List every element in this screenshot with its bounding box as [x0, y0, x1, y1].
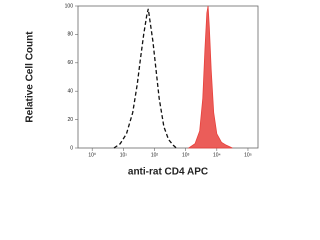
filled-histogram: [187, 5, 233, 149]
x-tick-label: 10²: [151, 152, 159, 158]
plot-frame: [77, 5, 259, 149]
y-tick-label: 100: [65, 3, 74, 9]
x-tick-label: 10¹: [120, 152, 128, 158]
x-axis-label: anti-rat CD4 APC: [128, 167, 208, 178]
x-tick-label: 10⁵: [244, 152, 252, 158]
y-tick-label: 60: [67, 60, 73, 66]
x-tick-label: 10⁰: [88, 152, 96, 158]
y-tick-label: 0: [70, 145, 73, 151]
x-tick-label: 10³: [182, 152, 190, 158]
y-tick-label: 20: [67, 117, 73, 123]
page: Relative Cell Count anti-rat CD4 APC 0 20…: [24, 3, 259, 178]
y-tick-label: 40: [67, 89, 73, 95]
y-axis-label: Relative Cell Count: [25, 31, 36, 123]
dashed-histogram: [113, 8, 177, 149]
y-tick-label: 80: [67, 32, 73, 38]
chart: Relative Cell Count anti-rat CD4 APC 0 20…: [25, 3, 259, 178]
x-tick-label: 10⁴: [213, 152, 221, 158]
